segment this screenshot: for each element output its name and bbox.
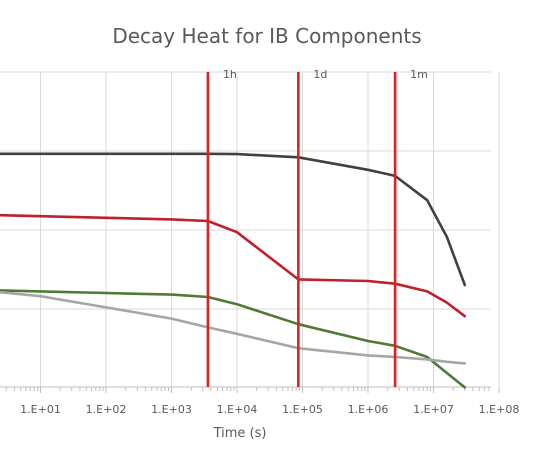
x-axis-label: Time (s)	[213, 426, 267, 441]
x-tick-label-2: 1.E+03	[151, 403, 192, 416]
x-tick-label-5: 1.E+06	[348, 403, 389, 416]
x-tick-label-1: 1.E+02	[86, 403, 127, 416]
x-tick-label-7: 1.E+08	[479, 403, 520, 416]
series-line-0	[0, 152, 467, 287]
x-tick-label-4: 1.E+05	[282, 403, 323, 416]
chart-title: Decay Heat for IB Components	[112, 24, 422, 48]
marker-label-1h: 1h	[223, 68, 237, 81]
x-tick-label-0: 1.E+01	[20, 403, 61, 416]
marker-label-1d: 1d	[313, 68, 327, 81]
series-line-3	[0, 290, 467, 365]
x-tick-label-6: 1.E+07	[413, 403, 454, 416]
series-line-1	[0, 213, 467, 318]
x-tick-label-3: 1.E+04	[217, 403, 258, 416]
marker-label-1m: 1m	[410, 68, 428, 81]
